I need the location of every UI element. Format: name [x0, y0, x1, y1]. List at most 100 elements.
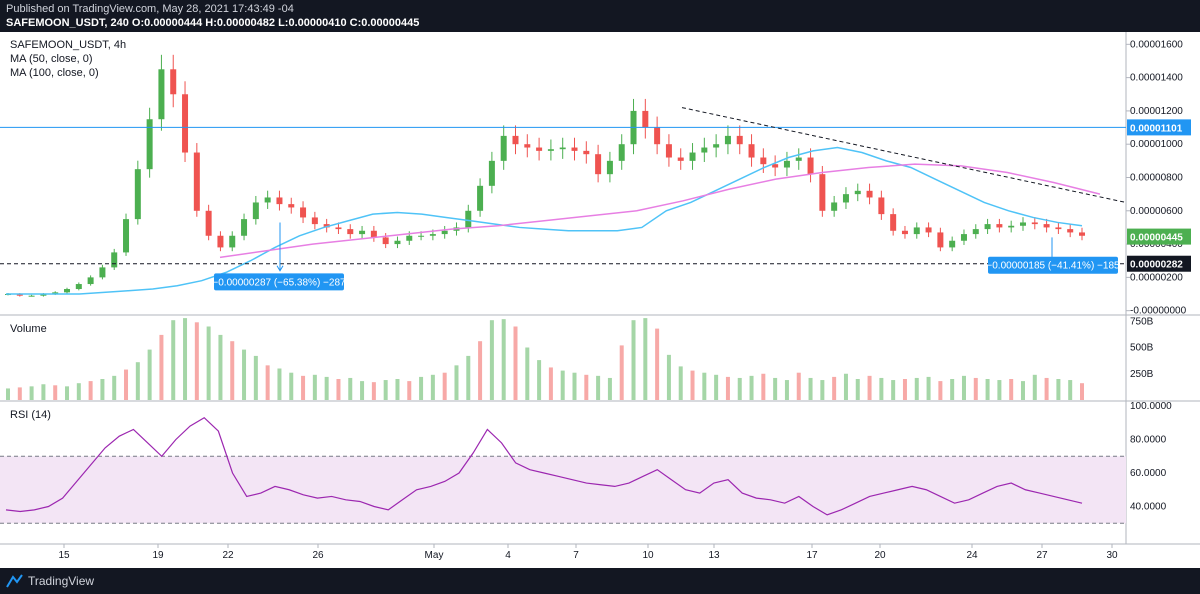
- candle[interactable]: [571, 137, 578, 161]
- candle[interactable]: [300, 201, 307, 224]
- candle[interactable]: [123, 213, 130, 256]
- candle[interactable]: [64, 287, 71, 294]
- volume-bar: [749, 375, 754, 400]
- candle[interactable]: [500, 125, 507, 170]
- candle[interactable]: [182, 81, 189, 163]
- candle[interactable]: [323, 218, 330, 233]
- candle[interactable]: [146, 107, 153, 178]
- candle[interactable]: [890, 208, 897, 236]
- candle[interactable]: [595, 144, 602, 183]
- candle[interactable]: [618, 134, 625, 170]
- candle[interactable]: [972, 224, 979, 239]
- candle[interactable]: [477, 178, 484, 217]
- candle[interactable]: [665, 134, 672, 167]
- candle[interactable]: [547, 139, 554, 161]
- candle[interactable]: [654, 116, 661, 155]
- candle[interactable]: [996, 218, 1003, 233]
- candle[interactable]: [736, 125, 743, 155]
- candle[interactable]: [512, 125, 519, 155]
- candle[interactable]: [878, 190, 885, 220]
- chart-canvas[interactable]: −0.00000287 (−65.38%) −287 −0.00000185 (−…: [0, 32, 1200, 568]
- candle[interactable]: [713, 134, 720, 158]
- candle[interactable]: [241, 213, 248, 241]
- candle[interactable]: [1055, 222, 1062, 234]
- candle[interactable]: [606, 151, 613, 183]
- volume-bar: [76, 383, 81, 400]
- candle[interactable]: [193, 143, 200, 217]
- candle[interactable]: [760, 148, 767, 173]
- candle[interactable]: [1031, 217, 1038, 230]
- legend-ma100: MA (100, close, 0): [10, 67, 99, 79]
- candle[interactable]: [99, 264, 106, 280]
- candle[interactable]: [441, 225, 448, 239]
- candle[interactable]: [158, 54, 165, 131]
- candle[interactable]: [795, 148, 802, 170]
- candle[interactable]: [488, 151, 495, 194]
- candle[interactable]: [264, 190, 271, 209]
- volume-bar: [725, 376, 730, 400]
- candle[interactable]: [913, 222, 920, 239]
- candle[interactable]: [748, 134, 755, 167]
- candle[interactable]: [170, 54, 177, 108]
- candle[interactable]: [111, 248, 118, 270]
- ma100-line: [219, 163, 1101, 259]
- candle[interactable]: [359, 225, 366, 239]
- candle[interactable]: [701, 137, 708, 163]
- candle[interactable]: [925, 222, 932, 238]
- candle[interactable]: [819, 165, 826, 217]
- candle[interactable]: [831, 195, 838, 217]
- candle[interactable]: [724, 125, 731, 155]
- candle[interactable]: [347, 224, 354, 239]
- candle[interactable]: [984, 218, 991, 234]
- candle[interactable]: [394, 236, 401, 249]
- candle[interactable]: [689, 143, 696, 170]
- candle[interactable]: [75, 282, 82, 291]
- candle[interactable]: [677, 148, 684, 170]
- candle[interactable]: [866, 183, 873, 205]
- candle[interactable]: [960, 229, 967, 245]
- volume-pane[interactable]: [6, 318, 1084, 400]
- candle[interactable]: [949, 236, 956, 252]
- candle-body: [323, 224, 330, 228]
- candle[interactable]: [217, 231, 224, 252]
- candle[interactable]: [1008, 220, 1015, 233]
- candle[interactable]: [335, 222, 342, 234]
- candle[interactable]: [252, 195, 259, 225]
- volume-bar: [183, 318, 188, 400]
- candle[interactable]: [524, 134, 531, 158]
- candle-body: [1019, 222, 1026, 226]
- candle[interactable]: [288, 197, 295, 214]
- volume-bar: [6, 388, 10, 400]
- candle[interactable]: [134, 160, 141, 225]
- candle[interactable]: [783, 151, 790, 177]
- candle[interactable]: [772, 155, 779, 177]
- volume-bar: [1032, 374, 1037, 400]
- candle[interactable]: [842, 187, 849, 209]
- candle[interactable]: [1043, 218, 1050, 233]
- candle[interactable]: [1019, 217, 1026, 231]
- candle[interactable]: [937, 227, 944, 252]
- candle[interactable]: [205, 204, 212, 241]
- candle[interactable]: [583, 141, 590, 164]
- candle[interactable]: [807, 148, 814, 183]
- candle[interactable]: [559, 137, 566, 159]
- volume-bar: [584, 374, 589, 400]
- candle[interactable]: [311, 211, 318, 230]
- price-pane[interactable]: −0.00000287 (−65.38%) −287 −0.00000185 (−…: [0, 54, 1127, 297]
- candle[interactable]: [28, 294, 35, 297]
- candle[interactable]: [276, 190, 283, 211]
- candle[interactable]: [854, 183, 861, 202]
- candle-body: [429, 234, 436, 236]
- candle[interactable]: [370, 225, 377, 242]
- candle[interactable]: [642, 98, 649, 139]
- candle[interactable]: [536, 137, 543, 161]
- candle[interactable]: [87, 275, 94, 286]
- volume-bar: [1056, 379, 1061, 400]
- legend-ma50: MA (50, close, 0): [10, 53, 93, 65]
- candle[interactable]: [1079, 227, 1085, 241]
- volume-bar: [690, 370, 695, 400]
- rsi-pane[interactable]: [0, 416, 1126, 524]
- candle[interactable]: [229, 231, 236, 252]
- candle[interactable]: [901, 225, 908, 239]
- candle[interactable]: [1067, 224, 1074, 238]
